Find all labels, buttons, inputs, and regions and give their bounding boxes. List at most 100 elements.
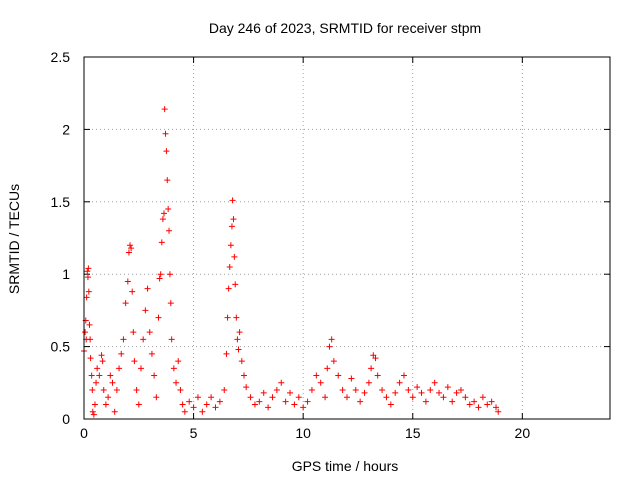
data-point bbox=[82, 329, 89, 336]
x-tick-label: 20 bbox=[515, 425, 531, 441]
data-point bbox=[409, 394, 416, 401]
data-point bbox=[107, 372, 114, 379]
data-point bbox=[85, 265, 92, 272]
data-point bbox=[156, 275, 163, 282]
x-tick-label: 0 bbox=[80, 425, 88, 441]
data-point bbox=[85, 288, 92, 295]
data-point bbox=[86, 321, 93, 328]
data-point bbox=[111, 408, 118, 415]
data-point bbox=[83, 294, 90, 301]
data-point bbox=[96, 372, 103, 379]
data-point bbox=[151, 372, 158, 379]
data-point bbox=[194, 394, 201, 401]
data-point bbox=[166, 271, 173, 278]
data-point bbox=[186, 398, 193, 405]
data-point bbox=[361, 389, 368, 396]
data-point bbox=[226, 263, 233, 270]
data-point bbox=[462, 394, 469, 401]
data-point bbox=[436, 389, 443, 396]
data-point bbox=[224, 314, 231, 321]
data-point bbox=[208, 394, 215, 401]
data-point bbox=[105, 394, 112, 401]
data-point bbox=[140, 336, 147, 343]
data-point bbox=[94, 365, 101, 372]
data-point bbox=[144, 285, 151, 292]
data-point bbox=[387, 401, 394, 408]
data-point bbox=[348, 375, 355, 382]
data-point bbox=[89, 387, 96, 394]
data-point bbox=[164, 177, 171, 184]
data-point bbox=[130, 329, 137, 336]
data-point bbox=[229, 197, 236, 204]
data-point bbox=[146, 329, 153, 336]
data-point bbox=[372, 355, 379, 362]
data-point bbox=[313, 372, 320, 379]
data-point bbox=[223, 350, 230, 357]
data-point bbox=[240, 372, 247, 379]
data-point bbox=[102, 401, 109, 408]
data-point bbox=[113, 387, 120, 394]
data-point bbox=[278, 379, 285, 386]
data-point bbox=[166, 227, 173, 234]
data-point bbox=[374, 372, 381, 379]
chart-title: Day 246 of 2023, SRMTID for receiver stp… bbox=[209, 20, 481, 36]
data-point bbox=[405, 387, 412, 394]
data-point bbox=[161, 106, 168, 113]
data-point bbox=[235, 346, 242, 353]
x-tick-label: 15 bbox=[405, 425, 421, 441]
data-point bbox=[365, 379, 372, 386]
data-point bbox=[287, 389, 294, 396]
data-point bbox=[260, 389, 267, 396]
data-point bbox=[339, 387, 346, 394]
y-tick-label: 0 bbox=[62, 411, 70, 427]
data-point bbox=[324, 365, 331, 372]
data-point bbox=[317, 379, 324, 386]
data-point bbox=[87, 355, 94, 362]
data-point bbox=[98, 352, 105, 359]
data-point bbox=[379, 387, 386, 394]
data-point bbox=[344, 394, 350, 401]
data-point bbox=[99, 358, 106, 365]
data-point bbox=[243, 384, 250, 391]
data-point bbox=[128, 245, 135, 252]
data-point bbox=[90, 411, 97, 418]
data-point bbox=[383, 394, 390, 401]
data-point bbox=[163, 148, 170, 155]
y-tick-label: 2.5 bbox=[51, 49, 71, 65]
data-point bbox=[328, 336, 335, 343]
data-point bbox=[471, 398, 478, 405]
data-point bbox=[265, 404, 272, 411]
data-point bbox=[273, 387, 280, 394]
data-point bbox=[84, 268, 91, 275]
data-point bbox=[231, 253, 238, 260]
data-point bbox=[160, 210, 167, 217]
data-point bbox=[127, 242, 134, 249]
data-point bbox=[475, 404, 482, 411]
data-point bbox=[88, 372, 95, 379]
y-axis-label: SRMTID / TECUs bbox=[6, 184, 22, 294]
x-tick-label: 5 bbox=[190, 425, 198, 441]
data-point bbox=[495, 408, 502, 415]
data-point bbox=[167, 300, 174, 307]
data-point bbox=[269, 394, 276, 401]
data-point bbox=[427, 387, 434, 394]
axis-ticks: 0 5 10 15 20 0 0.5 1 1.5 2 2.5 bbox=[51, 49, 610, 441]
data-point bbox=[414, 384, 421, 391]
data-points bbox=[81, 106, 502, 418]
data-point bbox=[440, 394, 447, 401]
data-point bbox=[247, 394, 254, 401]
data-point bbox=[93, 379, 100, 386]
data-point bbox=[304, 398, 311, 405]
data-point bbox=[291, 401, 298, 408]
data-point bbox=[236, 329, 243, 336]
data-point bbox=[170, 365, 177, 372]
data-point bbox=[418, 389, 425, 396]
data-point bbox=[109, 379, 116, 386]
data-point bbox=[227, 242, 234, 249]
data-point bbox=[352, 387, 359, 394]
y-tick-label: 0.5 bbox=[51, 339, 71, 355]
data-point bbox=[368, 365, 375, 372]
data-point bbox=[466, 401, 473, 408]
data-point bbox=[100, 387, 107, 394]
data-point bbox=[177, 387, 184, 394]
